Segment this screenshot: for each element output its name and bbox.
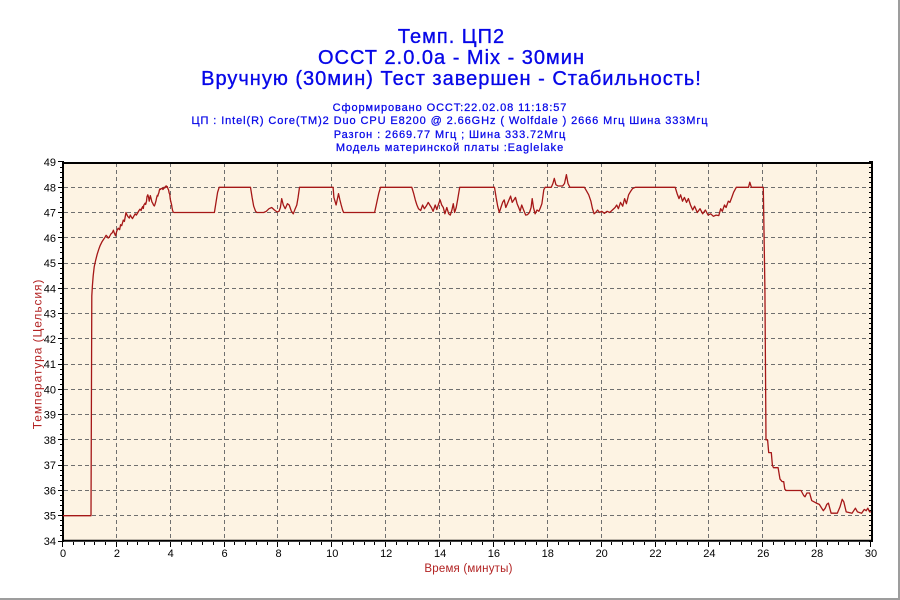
svg-text:Температура (Цельсия): Температура (Цельсия) <box>31 279 45 430</box>
svg-text:37: 37 <box>44 460 56 472</box>
svg-text:26: 26 <box>757 548 769 560</box>
svg-text:47: 47 <box>44 208 56 220</box>
svg-text:43: 43 <box>44 309 56 321</box>
svg-text:45: 45 <box>44 258 56 270</box>
svg-text:38: 38 <box>44 435 56 447</box>
svg-text:48: 48 <box>44 182 56 194</box>
svg-text:46: 46 <box>44 233 56 245</box>
svg-text:0: 0 <box>60 548 66 560</box>
svg-text:30: 30 <box>865 548 877 560</box>
svg-text:16: 16 <box>488 548 500 560</box>
svg-text:2: 2 <box>114 548 120 560</box>
svg-text:41: 41 <box>44 359 56 371</box>
svg-text:14: 14 <box>434 548 446 560</box>
svg-text:42: 42 <box>44 334 56 346</box>
svg-text:39: 39 <box>44 410 56 422</box>
svg-text:44: 44 <box>44 283 56 295</box>
svg-text:4: 4 <box>168 548 174 560</box>
svg-text:36: 36 <box>44 486 56 498</box>
svg-text:35: 35 <box>44 511 56 523</box>
svg-text:28: 28 <box>811 548 823 560</box>
svg-text:12: 12 <box>380 548 392 560</box>
svg-text:10: 10 <box>326 548 338 560</box>
svg-text:Время (минуты): Время (минуты) <box>424 563 512 575</box>
svg-text:34: 34 <box>44 536 56 548</box>
svg-text:8: 8 <box>275 548 281 560</box>
svg-text:6: 6 <box>222 548 228 560</box>
svg-text:20: 20 <box>596 548 608 560</box>
svg-text:22: 22 <box>649 548 661 560</box>
svg-text:49: 49 <box>44 157 56 169</box>
svg-text:40: 40 <box>44 384 56 396</box>
svg-text:18: 18 <box>542 548 554 560</box>
svg-text:24: 24 <box>703 548 715 560</box>
